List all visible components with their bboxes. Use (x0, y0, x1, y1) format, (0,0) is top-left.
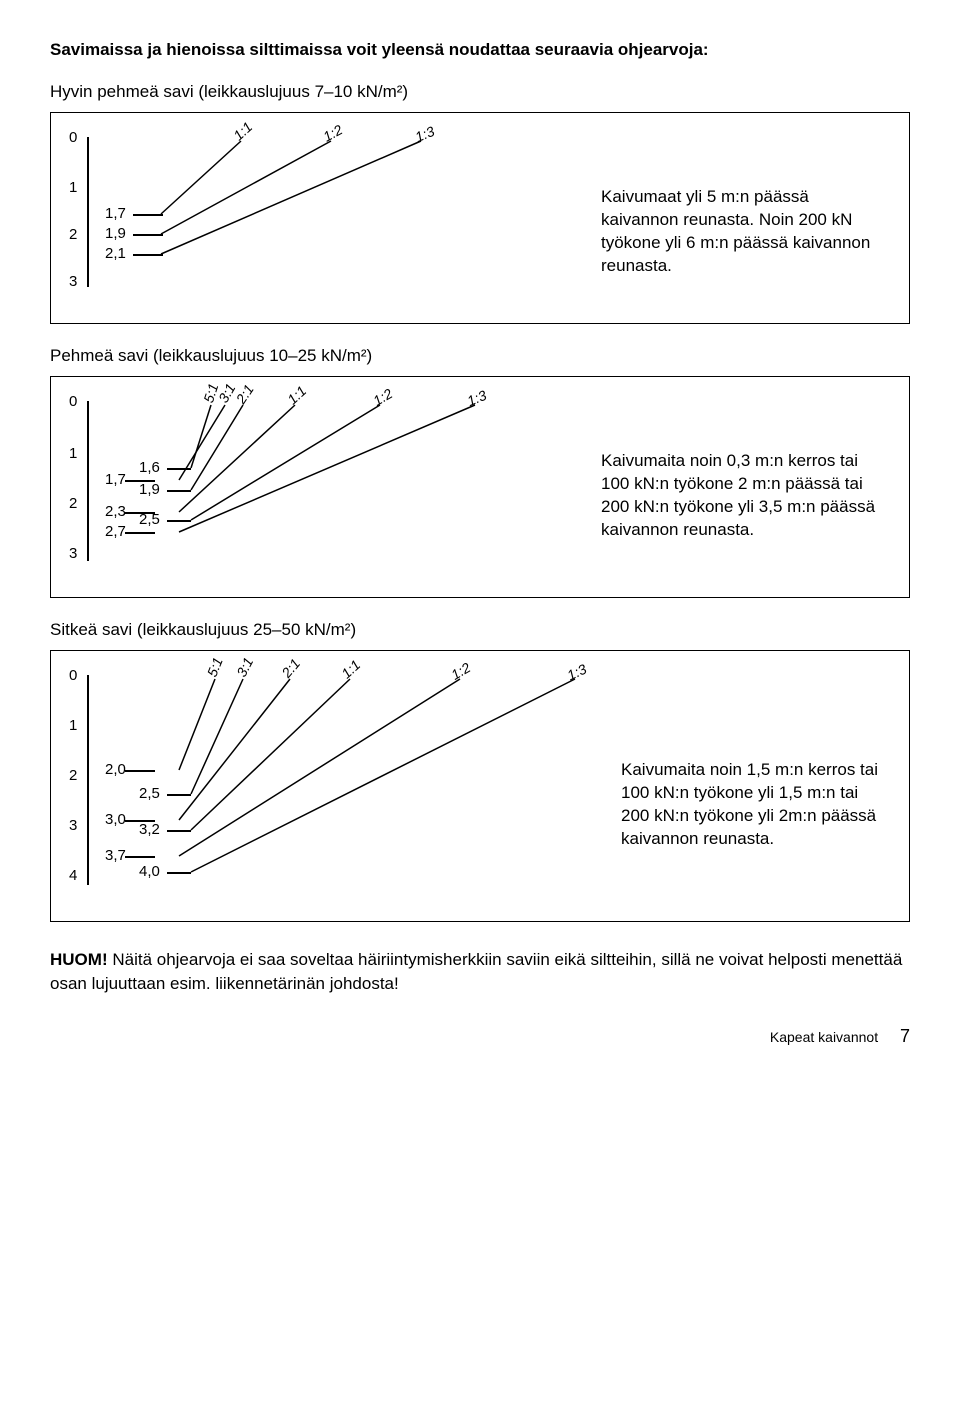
chart2-ival-0: 1,6 (139, 459, 160, 476)
chart2-tick-2: 2 (69, 495, 77, 512)
chart3-desc: Kaivumaita noin 1,5 m:n kerros tai 100 k… (621, 759, 891, 851)
chart2-ival-2: 2,5 (139, 511, 160, 528)
chart1-tick-1: 1 (69, 179, 77, 196)
chart1-slopes (161, 131, 521, 301)
chart1-val-0: 1,7 (105, 205, 126, 222)
chart1-desc: Kaivumaat yli 5 m:n päässä kaivannon reu… (601, 186, 891, 278)
chart1-val-2: 2,1 (105, 245, 126, 262)
chart3-tick-1: 1 (69, 717, 77, 734)
chart3-tick-4: 4 (69, 867, 77, 884)
chart2-box: 0 1 2 3 1,7 2,3 2,7 1,6 1,9 2,5 (50, 376, 910, 598)
chart2-oval-0: 1,7 (105, 471, 126, 488)
huom-paragraph: HUOM! Näitä ohjearvoja ei saa soveltaa h… (50, 948, 910, 996)
chart3-tick-2: 2 (69, 767, 77, 784)
chart3-tick-3: 3 (69, 817, 77, 834)
chart3-ival-2: 4,0 (139, 863, 160, 880)
chart2-oval-2: 2,7 (105, 523, 126, 540)
chart2-tick-1: 1 (69, 445, 77, 462)
chart1-tick-3: 3 (69, 273, 77, 290)
chart3-title: Sitkeä savi (leikkauslujuus 25–50 kN/m²) (50, 620, 910, 640)
footer-page: 7 (900, 1026, 910, 1046)
chart3-box: 0 1 2 3 4 2,0 3,0 3,7 2,5 3,2 4,0 (50, 650, 910, 922)
chart3-tick-0: 0 (69, 667, 77, 684)
chart3-ival-0: 2,5 (139, 785, 160, 802)
chart3-oval-0: 2,0 (105, 761, 126, 778)
chart1-title: Hyvin pehmeä savi (leikkauslujuus 7–10 k… (50, 82, 910, 102)
chart2-desc: Kaivumaita noin 0,3 m:n kerros tai 100 k… (601, 450, 891, 542)
chart1-box: 0 1 2 3 1,7 1,9 2,1 1:1 1:2 1:3 Kaivumaa… (50, 112, 910, 324)
chart3-oval-2: 3,7 (105, 847, 126, 864)
chart2-oval-1: 2,3 (105, 503, 126, 520)
chart3-ival-1: 3,2 (139, 821, 160, 838)
chart3-slopes (195, 669, 595, 899)
chart2-tick-3: 3 (69, 545, 77, 562)
chart1-tick-2: 2 (69, 226, 77, 243)
huom-text: Näitä ohjearvoja ei saa soveltaa häiriin… (50, 950, 902, 993)
intro-text: Savimaissa ja hienoissa silttimaissa voi… (50, 40, 910, 60)
chart1-val-1: 1,9 (105, 225, 126, 242)
footer-title: Kapeat kaivannot (770, 1029, 878, 1045)
chart2-tick-0: 0 (69, 393, 77, 410)
chart2-title: Pehmeä savi (leikkauslujuus 10–25 kN/m²) (50, 346, 910, 366)
huom-label: HUOM! (50, 950, 108, 969)
page-footer: Kapeat kaivannot 7 (50, 1026, 910, 1047)
chart2-ival-1: 1,9 (139, 481, 160, 498)
chart2-slopes (195, 395, 525, 575)
chart3-oval-1: 3,0 (105, 811, 126, 828)
chart1-tick-0: 0 (69, 129, 77, 146)
